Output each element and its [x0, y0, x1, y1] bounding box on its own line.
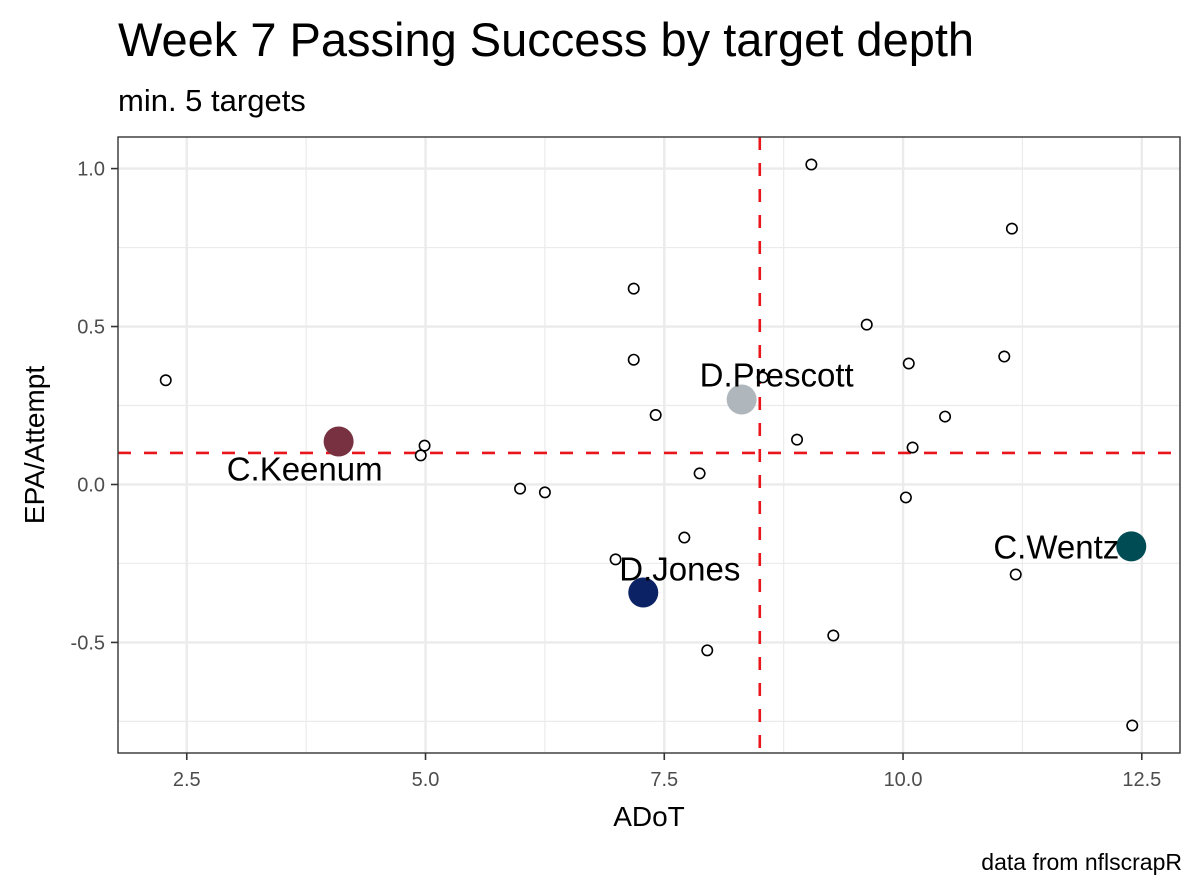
- highlighted-point: [726, 384, 757, 415]
- x-axis: 2.5 5.0 7.5 10.0 12.5: [173, 753, 1161, 791]
- plot-panel: [118, 137, 1180, 753]
- x-tick-label: 2.5: [173, 769, 201, 791]
- data-point: [1126, 719, 1139, 732]
- x-tick-label: 10.0: [884, 769, 923, 791]
- data-point: [998, 350, 1011, 363]
- data-point: [827, 629, 840, 642]
- chart-title: Week 7 Passing Success by target depth: [118, 13, 974, 66]
- x-axis-title: ADoT: [613, 801, 685, 832]
- highlighted-points: [323, 384, 1147, 608]
- data-point: [159, 374, 172, 387]
- data-point: [939, 410, 952, 423]
- reference-lines: [118, 137, 1180, 753]
- data-point: [791, 433, 804, 446]
- data-point: [1009, 568, 1022, 581]
- x-tick-label: 7.5: [650, 769, 678, 791]
- highlight-labels: C.Keenum D.Prescott D.Jones C.Wentz: [227, 357, 1120, 588]
- data-point: [860, 318, 873, 331]
- y-tick-label: -0.5: [71, 632, 105, 654]
- data-point: [906, 441, 919, 454]
- y-axis-title: EPA/Attempt: [19, 366, 50, 524]
- plot-border: [117, 136, 1181, 754]
- highlighted-point: [1116, 531, 1147, 562]
- data-point: [627, 282, 640, 295]
- x-tick-label: 5.0: [412, 769, 440, 791]
- y-axis: -0.5 0.0 0.5 1.0: [71, 159, 118, 654]
- major-gridlines: [118, 137, 1180, 753]
- x-tick-label: 12.5: [1122, 769, 1161, 791]
- point-label: D.Jones: [619, 551, 740, 588]
- y-tick-label: 1.0: [77, 159, 105, 181]
- y-tick-label: 0.0: [77, 474, 105, 496]
- point-label: C.Wentz: [993, 528, 1119, 565]
- data-point: [414, 449, 427, 462]
- data-point: [902, 357, 915, 370]
- minor-gridlines: [118, 137, 1180, 753]
- highlighted-point: [628, 577, 659, 608]
- chart-caption: data from nflscrapR: [981, 849, 1182, 875]
- data-point: [899, 491, 912, 504]
- data-point: [678, 531, 691, 544]
- data-point: [538, 486, 551, 499]
- point-label: D.Prescott: [700, 357, 854, 394]
- data-point: [805, 158, 818, 171]
- point-label: C.Keenum: [227, 451, 383, 488]
- data-point: [1005, 222, 1018, 235]
- data-point: [693, 467, 706, 480]
- data-points: [159, 158, 1139, 732]
- data-point: [514, 482, 527, 495]
- data-point: [701, 644, 714, 657]
- y-tick-label: 0.5: [77, 317, 105, 339]
- data-point: [609, 553, 622, 566]
- chart-subtitle: min. 5 targets: [118, 83, 306, 118]
- data-point: [649, 408, 662, 421]
- data-point: [418, 439, 431, 452]
- highlighted-point: [323, 426, 354, 457]
- data-point: [756, 371, 769, 384]
- data-point: [627, 353, 640, 366]
